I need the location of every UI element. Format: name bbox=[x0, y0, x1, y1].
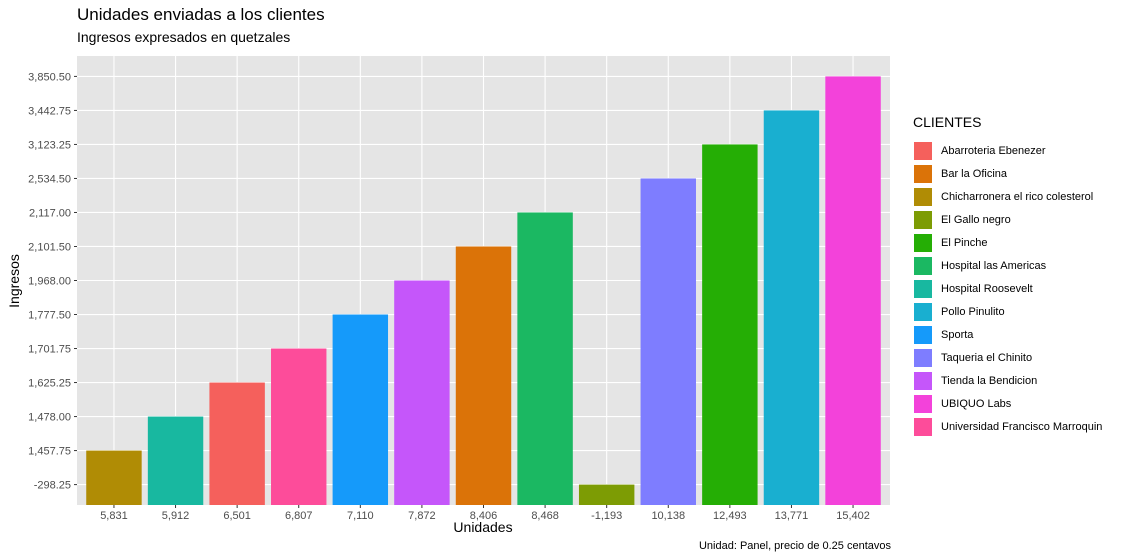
y-axis-ticks: -298.25 1,457.75 1,478.00 1,625.25 1,701.75 1… bbox=[28, 71, 77, 492]
legend-key bbox=[913, 140, 933, 161]
chart-subtitle: Ingresos expresados en quetzales bbox=[77, 29, 291, 45]
legend-label: El Gallo negro bbox=[941, 213, 1011, 226]
x-tick-label: 10,138 bbox=[651, 510, 685, 522]
y-tick-label: 1,625.25 bbox=[28, 378, 71, 390]
x-tick-label: 7,110 bbox=[347, 510, 374, 522]
bar bbox=[578, 484, 635, 505]
x-tick-label: 15,402 bbox=[836, 510, 870, 522]
x-tick-label: 5,831 bbox=[100, 510, 128, 522]
bar-chart: -298.25 1,457.75 1,478.00 1,625.25 1,701.75 1… bbox=[6, 56, 890, 535]
legend-key bbox=[913, 209, 933, 230]
bar bbox=[209, 382, 265, 505]
legend-item: Hospital las Americas bbox=[913, 254, 1102, 277]
legend-label: UBIQUO Labs bbox=[941, 397, 1012, 410]
bar bbox=[86, 450, 142, 505]
legend-key bbox=[913, 301, 933, 322]
y-tick-label: 1,777.50 bbox=[28, 310, 71, 322]
y-tick-label: -298.25 bbox=[34, 480, 71, 492]
y-tick-label: 1,457.75 bbox=[28, 446, 71, 458]
y-tick-label: 2,534.50 bbox=[28, 173, 71, 185]
legend-item: Hospital Roosevelt bbox=[913, 277, 1102, 300]
legend-key bbox=[913, 232, 933, 253]
legend-label: Chicharronera el rico colesterol bbox=[941, 190, 1094, 203]
x-tick-label: 13,771 bbox=[775, 510, 809, 522]
bar bbox=[517, 212, 573, 505]
x-tick-label: 6,807 bbox=[285, 510, 313, 522]
x-axis-label: Unidades bbox=[453, 519, 512, 535]
y-axis-label: Ingresos bbox=[6, 254, 22, 308]
chart-title: Unidades enviadas a los clientes bbox=[77, 5, 325, 24]
legend-title: CLIENTES bbox=[913, 114, 982, 130]
bar bbox=[763, 110, 820, 505]
legend-item: Abarroteria Ebenezer bbox=[913, 139, 1102, 162]
legend-item: Tienda la Bendicion bbox=[913, 369, 1102, 392]
x-tick-label: 8,406 bbox=[470, 510, 498, 522]
legend-label: Hospital las Americas bbox=[941, 259, 1047, 272]
legend-key bbox=[913, 278, 933, 299]
y-tick-label: 1,968.00 bbox=[28, 276, 71, 288]
legend-label: Hospital Roosevelt bbox=[941, 282, 1033, 295]
chart-caption: Unidad: Panel, precio de 0.25 centavos bbox=[698, 540, 891, 552]
legend-key bbox=[913, 370, 933, 391]
bars bbox=[86, 76, 881, 506]
x-tick-label: 8,468 bbox=[531, 510, 559, 522]
legend-label: Abarroteria Ebenezer bbox=[941, 144, 1046, 157]
x-tick-label: 5,912 bbox=[162, 510, 190, 522]
legend-key bbox=[913, 324, 933, 345]
legend-key bbox=[913, 255, 933, 276]
y-tick-label: 1,478.00 bbox=[28, 412, 71, 424]
bar bbox=[640, 178, 696, 506]
legend-key bbox=[913, 347, 933, 368]
bar bbox=[825, 76, 881, 505]
bar bbox=[271, 348, 327, 505]
legend-items: Abarroteria Ebenezer Bar la Oficina Chicha… bbox=[913, 139, 1102, 438]
legend-key bbox=[913, 186, 933, 207]
legend-item: Universidad Francisco Marroquin bbox=[913, 415, 1102, 438]
bar bbox=[332, 314, 389, 505]
legend-item: Pollo Pinulito bbox=[913, 300, 1102, 323]
legend-item: Bar la Oficina bbox=[913, 162, 1102, 185]
legend-label: Sporta bbox=[941, 328, 974, 341]
legend: CLIENTES Abarroteria Ebenezer Bar la Ofic… bbox=[913, 114, 1102, 438]
legend-key bbox=[913, 393, 933, 414]
y-tick-label: 3,442.75 bbox=[28, 105, 71, 117]
legend-label: Universidad Francisco Marroquin bbox=[941, 420, 1103, 433]
y-tick-label: 2,101.50 bbox=[28, 241, 71, 253]
x-tick-label: 12,493 bbox=[713, 510, 747, 522]
legend-label: Bar la Oficina bbox=[941, 167, 1008, 180]
bar bbox=[455, 246, 512, 505]
legend-item: El Pinche bbox=[913, 231, 1102, 254]
x-tick-label: 7,872 bbox=[408, 510, 436, 522]
bar bbox=[702, 144, 758, 505]
legend-label: Pollo Pinulito bbox=[941, 305, 1005, 318]
legend-item: Chicharronera el rico colesterol bbox=[913, 185, 1102, 208]
legend-item: El Gallo negro bbox=[913, 208, 1102, 231]
x-tick-label: 6,501 bbox=[223, 510, 251, 522]
bar bbox=[394, 280, 450, 505]
y-tick-label: 2,117.00 bbox=[29, 207, 71, 219]
x-tick-label: -1,193 bbox=[591, 510, 622, 522]
bar bbox=[147, 416, 204, 505]
legend-label: El Pinche bbox=[941, 236, 988, 249]
y-tick-label: 3,123.25 bbox=[28, 139, 71, 151]
x-axis-ticks: 5,831 5,912 6,501 6,807 7,110 7,872 8,406 8,468… bbox=[100, 505, 870, 522]
legend-item: Taqueria el Chinito bbox=[913, 346, 1102, 369]
y-tick-label: 3,850.50 bbox=[28, 71, 71, 83]
legend-key bbox=[913, 163, 933, 184]
legend-key bbox=[913, 416, 933, 437]
legend-label: Taqueria el Chinito bbox=[941, 351, 1033, 364]
y-tick-label: 1,701.75 bbox=[28, 344, 71, 356]
legend-item: UBIQUO Labs bbox=[913, 392, 1102, 415]
legend-label: Tienda la Bendicion bbox=[941, 374, 1038, 387]
legend-item: Sporta bbox=[913, 323, 1102, 346]
